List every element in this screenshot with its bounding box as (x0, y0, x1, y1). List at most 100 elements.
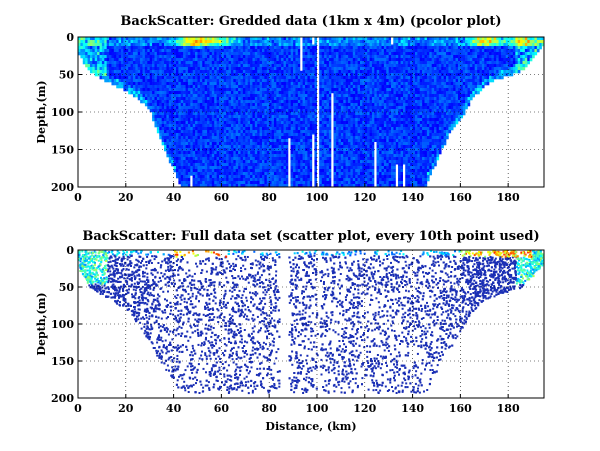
heatmap-cell (178, 37, 182, 41)
heatmap-cell (235, 154, 239, 158)
heatmap-cell (371, 70, 375, 74)
heatmap-cell (178, 79, 182, 83)
heatmap-cell (290, 73, 294, 77)
heatmap-cell (333, 109, 337, 113)
heatmap-cell (276, 124, 280, 128)
heatmap-cell (185, 136, 189, 140)
heatmap-cell (252, 97, 256, 101)
heatmap-cell (252, 100, 256, 104)
heatmap-cell (242, 40, 246, 44)
heatmap-cell (197, 181, 201, 185)
heatmap-cell (207, 157, 210, 161)
heatmap-cell (209, 169, 213, 173)
heatmap-cell (252, 148, 256, 152)
heatmap-cell (159, 43, 162, 47)
heatmap-cell (309, 118, 313, 122)
heatmap-cell (132, 49, 136, 53)
heatmap-cell (109, 76, 112, 80)
heatmap-cell (187, 61, 191, 65)
heatmap-cell (314, 88, 318, 92)
heatmap-cell (343, 106, 346, 110)
heatmap-cell (195, 157, 198, 161)
heatmap-cell (166, 136, 170, 140)
heatmap-cell (197, 76, 201, 80)
heatmap-cell (355, 121, 358, 125)
heatmap-cell (324, 157, 327, 161)
heatmap-cell (242, 97, 246, 101)
heatmap-cell (285, 151, 289, 155)
heatmap-cell (269, 160, 272, 164)
heatmap-cell (240, 55, 244, 59)
heatmap-cell (288, 61, 291, 65)
heatmap-cell (333, 112, 337, 116)
heatmap-cell (355, 145, 358, 149)
heatmap-cell (152, 70, 155, 74)
heatmap-cell (178, 166, 182, 170)
heatmap-cell (321, 169, 325, 173)
heatmap-cell (285, 184, 289, 187)
heatmap-cell (254, 106, 258, 110)
heatmap-cell (185, 181, 189, 185)
heatmap-cell (288, 130, 291, 134)
heatmap-cell (226, 109, 229, 113)
heatmap-cell (321, 136, 325, 140)
heatmap-cell (324, 85, 327, 89)
heatmap-cell (216, 184, 220, 187)
heatmap-cell (185, 49, 189, 53)
heatmap-cell (259, 73, 263, 77)
heatmap-cell (362, 124, 366, 128)
heatmap-cell (362, 64, 366, 68)
heatmap-cell (171, 145, 174, 149)
heatmap-cell (338, 160, 342, 164)
heatmap-cell (336, 175, 339, 179)
heatmap-cell (324, 166, 327, 170)
heatmap-cell (247, 163, 251, 167)
heatmap-cell (319, 133, 323, 137)
heatmap-cell (233, 130, 237, 134)
heatmap-cell (175, 118, 179, 122)
heatmap-cell (175, 49, 179, 53)
heatmap-cell (359, 148, 363, 152)
heatmap-cell (216, 64, 220, 68)
heatmap-cell (204, 94, 208, 98)
heatmap-cell (245, 76, 248, 80)
heatmap-cell (240, 154, 244, 158)
heatmap-cell (218, 121, 222, 125)
heatmap-cell (262, 169, 265, 173)
heatmap-cell (262, 124, 265, 128)
heatmap-cell (321, 163, 325, 167)
heatmap-cell (180, 136, 184, 140)
heatmap-cell (207, 55, 210, 59)
heatmap-cell (359, 166, 363, 170)
heatmap-cell (218, 136, 222, 140)
heatmap-cell (161, 139, 165, 143)
heatmap-cell (197, 103, 201, 107)
heatmap-cell (106, 67, 110, 71)
heatmap-cell (250, 85, 253, 89)
heatmap-cell (321, 154, 325, 158)
heatmap-cell (130, 70, 134, 74)
heatmap-cell (269, 91, 272, 95)
heatmap-cell (106, 76, 110, 80)
heatmap-cell (278, 184, 282, 187)
heatmap-cell (247, 61, 251, 65)
heatmap-cell (185, 58, 189, 62)
heatmap-cell (204, 139, 208, 143)
heatmap-cell (97, 70, 100, 74)
heatmap-cell (223, 115, 227, 119)
heatmap-cell (319, 160, 323, 164)
heatmap-cell (312, 79, 315, 83)
heatmap-cell (202, 133, 205, 137)
heatmap-cell (173, 157, 177, 161)
heatmap-cell (154, 64, 158, 68)
heatmap-cell (218, 61, 222, 65)
heatmap-cell (209, 181, 213, 185)
heatmap-cell (283, 58, 287, 62)
heatmap-cell (340, 88, 344, 92)
heatmap-cell (278, 148, 282, 152)
heatmap-cell (343, 121, 346, 125)
heatmap-cell (223, 154, 227, 158)
heatmap-cell (297, 91, 301, 95)
heatmap-cell (271, 97, 275, 101)
heatmap-cell (147, 88, 150, 92)
